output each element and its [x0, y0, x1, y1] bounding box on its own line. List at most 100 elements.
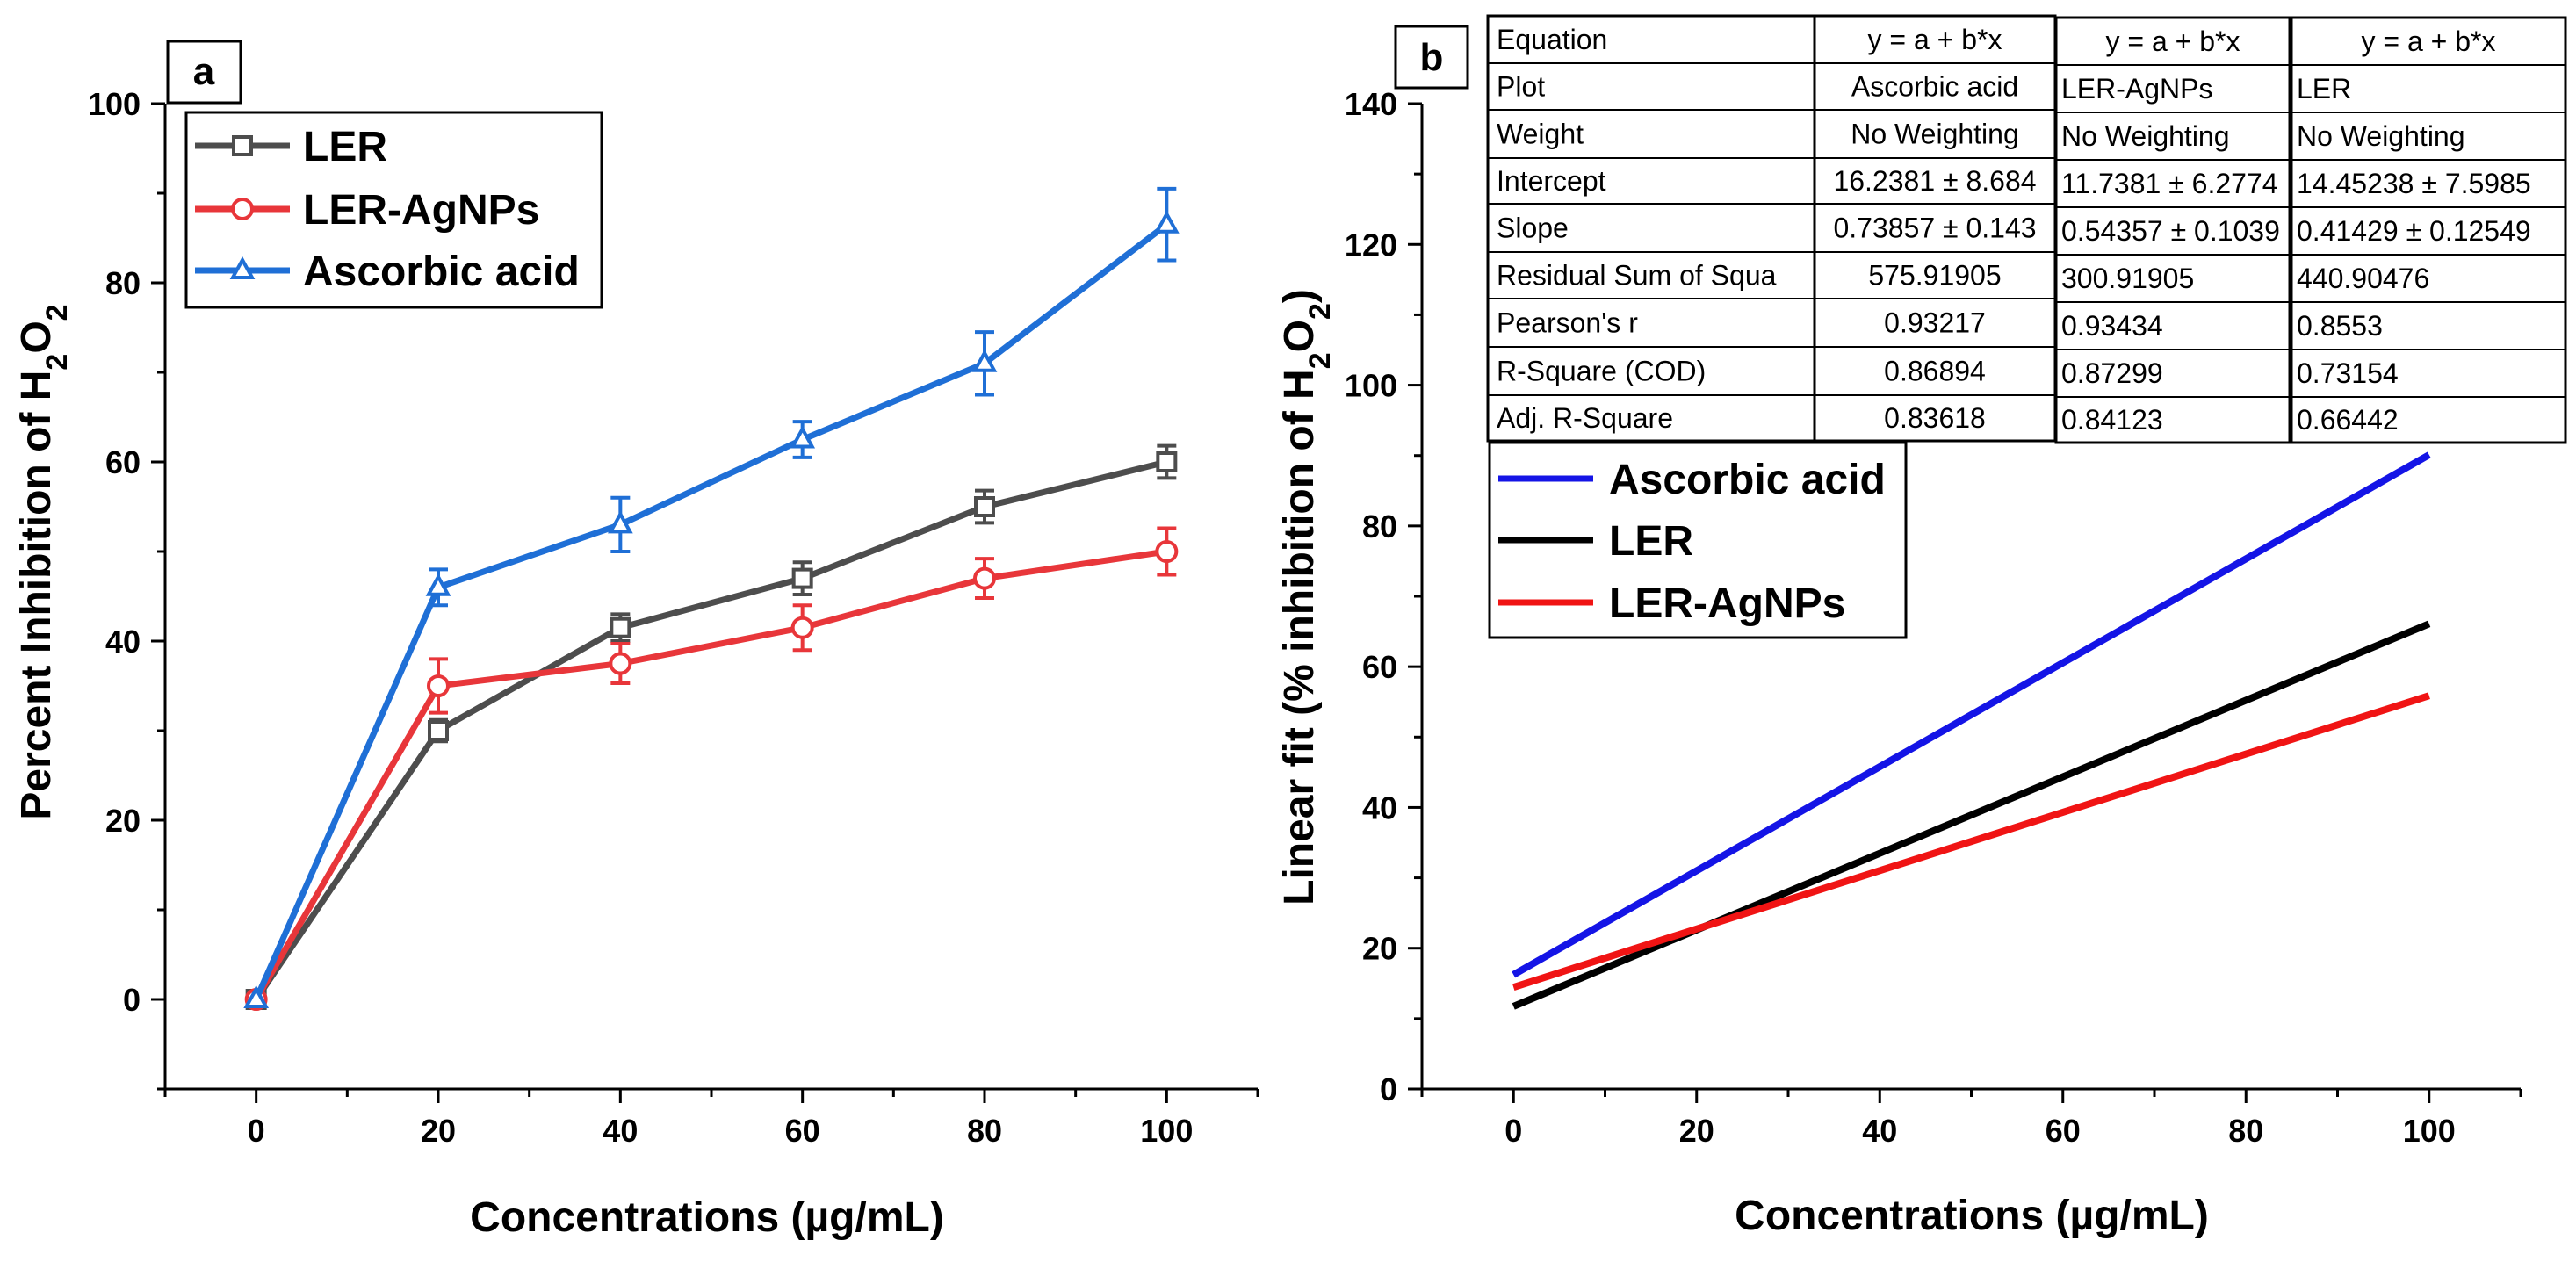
x-tick-label-a-4: 80	[967, 1113, 1002, 1149]
panel-label-a: a	[166, 40, 242, 105]
x-axis-title-a: Concentrations (µg/mL)	[470, 1194, 944, 1241]
fit-table-cell-0-8: 0.83618	[1884, 402, 1986, 434]
x-tick-label-a-2: 40	[603, 1113, 638, 1149]
svg-text:b: b	[1420, 36, 1444, 79]
y-ticks-a: 0 20 40 60 80 100	[88, 86, 165, 1091]
fit-table-column-3: y = a + b*x LER No Weighting 14.45238 ± 7.5…	[2297, 25, 2531, 436]
data-point-a-0-1	[428, 720, 449, 741]
x-tick-label-b-5: 100	[2403, 1113, 2456, 1149]
x-ticks-b: 0 20 40 60 80 100	[1420, 1089, 2522, 1149]
fit-table-row-labels: Equation Plot Weight Intercept Slope Residual…	[1497, 24, 1777, 434]
data-point-a-0-2	[610, 616, 631, 638]
fit-table-cell-2-3: 14.45238 ± 7.5985	[2297, 168, 2531, 199]
x-tick-label-a-3: 60	[785, 1113, 820, 1149]
fit-table-cell-0-2: No Weighting	[1851, 119, 2019, 150]
data-point-a-2-3	[790, 425, 816, 449]
data-point-a-1-2	[609, 652, 632, 675]
y-tick-label-a-3: 60	[105, 444, 141, 480]
legend-item-b-0: Ascorbic acid	[1498, 457, 1886, 503]
data-point-a-2-1	[425, 573, 451, 596]
series-line-a-0	[253, 458, 1168, 1001]
svg-text:a: a	[193, 50, 215, 93]
legend-a: LER LER-AgNPs Ascorbic acid	[184, 111, 603, 309]
data-point-a-0-3	[791, 567, 813, 589]
x-ticks-a: 0 20 40 60 80 100	[163, 1089, 1259, 1149]
y-tick-label-a-1: 20	[105, 803, 141, 839]
fit-table-row-label-1: Plot	[1497, 71, 1545, 103]
fit-line-b-1	[1512, 620, 2431, 1010]
x-tick-label-a-1: 20	[421, 1113, 456, 1149]
fit-table-row-label-6: Pearson's r	[1497, 307, 1638, 339]
fit-table-cell-0-7: 0.86894	[1884, 356, 1986, 387]
data-point-a-2-0	[243, 984, 270, 1008]
x-tick-label-a-0: 0	[248, 1113, 265, 1149]
fit-table-row-label-5: Residual Sum of Squa	[1497, 260, 1777, 292]
data-point-a-1-4	[973, 566, 996, 590]
legend-item-a-1: LER-AgNPs	[195, 187, 539, 234]
x-tick-label-b-2: 40	[1862, 1113, 1897, 1149]
fit-table-row-label-7: R-Square (COD)	[1497, 356, 1706, 387]
fit-table-cell-1-1: LER-AgNPs	[2061, 73, 2213, 105]
panel-a: 0 20 40 60 80 100 0 20 40 60 80 100 Concentrations…	[13, 40, 1259, 1241]
data-point-a-1-1	[427, 674, 450, 697]
y-tick-label-b-4: 80	[1362, 508, 1397, 544]
fit-table-cell-0-3: 16.2381 ± 8.684	[1833, 165, 2036, 197]
legend-item-b-1: LER	[1498, 518, 1693, 565]
fit-line-b-2	[1512, 692, 2430, 991]
fit-table-cell-2-1: LER	[2297, 73, 2351, 105]
x-axis-a: 0 20 40 60 80 100	[163, 1087, 1259, 1149]
series-group-b	[1512, 451, 2431, 1010]
data-point-a-2-5	[1153, 210, 1180, 234]
fit-table-cell-0-1: Ascorbic acid	[1851, 71, 2018, 103]
legend-item-a-2: Ascorbic acid	[195, 249, 580, 295]
series-line-a-2	[253, 221, 1169, 1001]
fit-table-col3-borders	[2291, 64, 2565, 398]
y-ticks-b: 0 20 40 60 80 100 120 140	[1345, 86, 1422, 1107]
fit-table-cell-2-8: 0.66442	[2297, 404, 2399, 436]
legend-item-a-0: LER	[195, 124, 387, 170]
svg-text:Ascorbic acid: Ascorbic acid	[303, 249, 580, 295]
fit-table-col2-borders	[2056, 64, 2290, 398]
y-tick-label-b-3: 60	[1362, 649, 1397, 685]
x-axis-b: 0 20 40 60 80 100	[1420, 1087, 2522, 1149]
fit-table-cell-0-6: 0.93217	[1884, 307, 1986, 339]
fit-table-cell-2-2: No Weighting	[2297, 120, 2465, 152]
x-tick-label-b-3: 60	[2046, 1113, 2081, 1149]
fit-line-b-0	[1512, 451, 2431, 978]
legend-b: Ascorbic acid LER LER-AgNPs	[1488, 441, 1908, 639]
y-tick-label-b-6: 120	[1345, 227, 1397, 263]
svg-text:LER: LER	[303, 124, 387, 170]
legend-item-b-2: LER-AgNPs	[1498, 580, 1845, 627]
panel-label-b: b	[1394, 25, 1469, 90]
panel-b: 0 20 40 60 80 100 120 140 0 20 40 60 80 100 Concentr…	[1276, 14, 2567, 1239]
data-point-a-2-2	[607, 510, 633, 534]
x-tick-label-a-5: 100	[1140, 1113, 1193, 1149]
fit-table-cell-0-4: 0.73857 ± 0.143	[1833, 213, 2036, 244]
y-axis-title-a: Percent Inhibition of H2O2	[13, 304, 74, 819]
y-axis-a: 0 20 40 60 80 100	[88, 86, 167, 1091]
y-tick-label-b-2: 40	[1362, 790, 1397, 826]
series-a-2	[243, 186, 1180, 1008]
fit-table-row-label-4: Slope	[1497, 213, 1569, 244]
y-tick-label-b-1: 20	[1362, 931, 1397, 967]
y-tick-label-a-2: 40	[105, 624, 141, 660]
y-tick-label-b-7: 140	[1345, 86, 1397, 122]
fit-table-cell-1-5: 300.91905	[2061, 263, 2194, 294]
svg-text:Ascorbic acid: Ascorbic acid	[1609, 457, 1886, 503]
fit-table-cell-1-3: 11.7381 ± 6.2774	[2061, 168, 2278, 199]
fit-table-col1-borders	[1488, 62, 2055, 396]
svg-text:LER-AgNPs: LER-AgNPs	[303, 187, 539, 234]
data-point-a-0-4	[974, 496, 995, 517]
data-point-a-0-5	[1156, 451, 1178, 472]
series-a-0	[245, 443, 1178, 1010]
fit-table-cell-2-6: 0.8553	[2297, 310, 2383, 342]
y-tick-label-a-5: 100	[88, 86, 141, 122]
x-tick-label-b-1: 20	[1679, 1113, 1714, 1149]
fit-table: Equation Plot Weight Intercept Slope Residual…	[1486, 14, 2567, 444]
data-point-a-1-5	[1155, 540, 1179, 563]
x-tick-label-b-0: 0	[1504, 1113, 1522, 1149]
fit-table-cell-1-4: 0.54357 ± 0.1039	[2061, 215, 2280, 247]
fit-table-cell-2-4: 0.41429 ± 0.12549	[2297, 215, 2531, 247]
fit-table-cell-1-7: 0.87299	[2061, 357, 2163, 389]
